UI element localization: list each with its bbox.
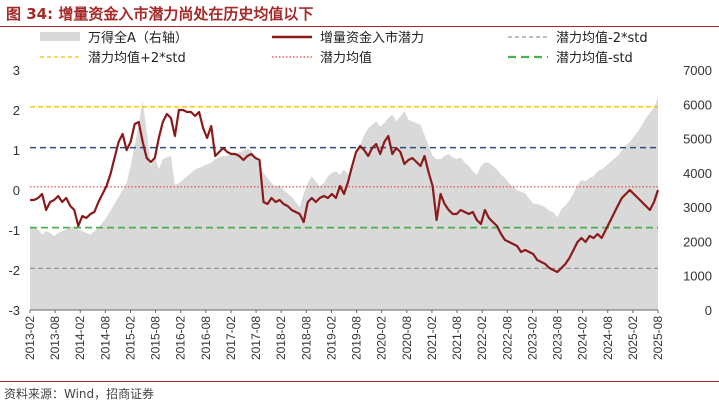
title-divider	[0, 26, 719, 27]
x-tick-label: 2021-02	[425, 316, 439, 360]
x-tick-label: 2016-08	[199, 316, 213, 360]
x-tick-label: 2015-02	[123, 316, 137, 360]
legend: 万得全A（右轴） 增量资金入市潜力 潜力均值-2*std 潜力均值+2*std 潜力均值…	[40, 30, 648, 66]
legend-item: 潜力均值-2*std	[508, 30, 648, 46]
x-tick-label: 2019-08	[350, 316, 364, 360]
y-left-tick: 0	[13, 183, 20, 198]
y-right-tick: 1000	[683, 269, 712, 284]
x-tick-label: 2024-02	[576, 316, 590, 360]
legend-item: 万得全A（右轴）	[40, 30, 188, 46]
x-tick-label: 2023-08	[551, 316, 565, 360]
x-tick-label: 2013-02	[23, 316, 37, 360]
legend-label: 增量资金入市潜力	[320, 30, 424, 46]
x-tick-label: 2014-08	[98, 316, 112, 360]
plot-area	[30, 97, 660, 311]
x-tick-label: 2020-02	[375, 316, 389, 360]
y-right-tick: 6000	[683, 97, 712, 112]
x-tick-label: 2024-08	[601, 316, 615, 360]
y-left-tick: 3	[13, 63, 20, 78]
legend-label: 潜力均值-2*std	[556, 30, 648, 46]
x-tick-label: 2018-08	[299, 316, 313, 360]
legend-label: 万得全A（右轴）	[88, 30, 188, 46]
wind-a-area	[30, 97, 658, 311]
source-note: 资料来源：Wind，招商证券	[4, 387, 155, 401]
legend-item: 潜力均值	[272, 50, 372, 66]
chart-title: 图 34: 增量资金入市潜力尚处在历史均值以下	[6, 5, 314, 23]
x-tick-label: 2019-02	[324, 316, 338, 360]
x-tick-label: 2022-08	[500, 316, 514, 360]
y-left-tick: 2	[13, 103, 20, 118]
legend-item: 潜力均值-std	[508, 50, 633, 66]
x-tick-label: 2023-02	[525, 316, 539, 360]
y-right-tick: 0	[705, 303, 712, 318]
axes: 3 2 1 0 -1 -2 -3 7000 6000 5000 4000 3000 2000 1000 0 2…	[8, 63, 712, 360]
legend-item: 增量资金入市潜力	[272, 30, 424, 46]
x-tick-label: 2013-08	[48, 316, 62, 360]
x-tick-label: 2022-02	[475, 316, 489, 360]
y-right-tick: 5000	[683, 132, 712, 147]
legend-label: 潜力均值-std	[556, 50, 633, 66]
y-right-tick: 3000	[683, 200, 712, 215]
legend-swatch	[40, 32, 80, 41]
potential-line	[30, 108, 660, 274]
y-left-tick: 1	[13, 143, 20, 158]
x-tick-label: 2025-02	[626, 316, 640, 360]
x-tick-label: 2016-02	[174, 316, 188, 360]
legend-label: 潜力均值	[320, 50, 372, 66]
x-tick-label: 2018-02	[274, 316, 288, 360]
y-left-tick: -2	[8, 263, 20, 278]
x-tick-label: 2015-08	[149, 316, 163, 360]
x-tick-label: 2021-08	[450, 316, 464, 360]
footer-divider	[0, 381, 719, 382]
y-right-tick: 7000	[683, 63, 712, 78]
y-right-tick: 4000	[683, 166, 712, 181]
legend-item: 潜力均值+2*std	[40, 50, 186, 66]
legend-label: 潜力均值+2*std	[88, 50, 186, 66]
y-right-tick: 2000	[683, 234, 712, 249]
x-tick-label: 2017-08	[249, 316, 263, 360]
x-tick-label: 2025-08	[651, 316, 665, 360]
x-tick-label: 2020-08	[400, 316, 414, 360]
x-tick-label: 2017-02	[224, 316, 238, 360]
y-left-tick: -3	[8, 303, 20, 318]
y-left-tick: -1	[8, 223, 20, 238]
x-tick-label: 2014-02	[73, 316, 87, 360]
